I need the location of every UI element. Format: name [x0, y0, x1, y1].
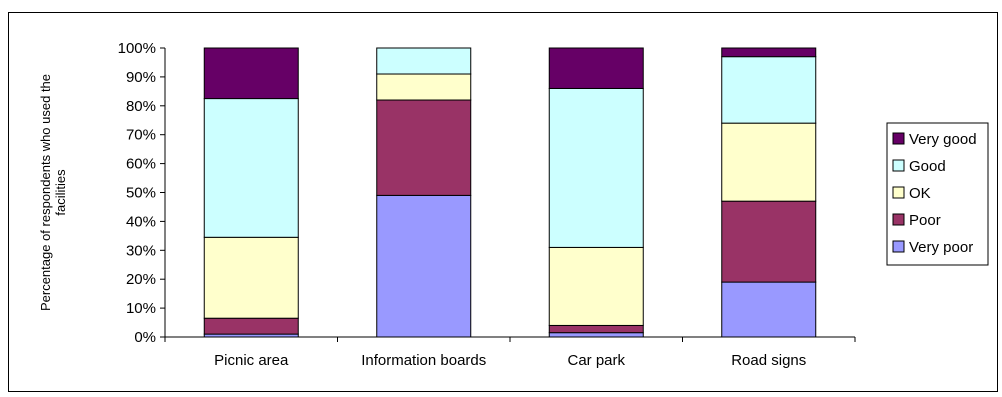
y-tick-label: 60%	[126, 156, 156, 173]
bar-segment-very-poor	[376, 194, 472, 338]
bar-segment-very-poor	[548, 332, 644, 338]
y-tick-label: 0%	[134, 329, 156, 346]
y-tick-label: 100%	[118, 40, 156, 57]
y-tick-label: 10%	[126, 300, 156, 317]
y-tick-label: 40%	[126, 213, 156, 230]
legend-label-good: Good	[909, 158, 946, 175]
legend-swatch-ok	[892, 186, 905, 199]
bar-segment-ok	[548, 246, 644, 326]
legend: Very good Good OK Poor Very poor	[886, 122, 989, 266]
y-tick-label: 90%	[126, 69, 156, 86]
y-axis-title-text: Percentage of respondents who used thefa…	[38, 74, 68, 311]
bar-segment-poor	[203, 317, 299, 335]
plot-area: 0% 10% 20% 30% 40% 50% 60% 70% 80% 90% 100% Picnic …	[118, 40, 856, 369]
legend-swatch-very-poor	[892, 240, 905, 253]
y-tick-label: 80%	[126, 98, 156, 115]
x-category-label: Information boards	[361, 352, 486, 369]
y-tick-label: 30%	[126, 242, 156, 259]
legend-swatch-very-good	[892, 132, 905, 145]
bar-segment-very-poor	[721, 281, 817, 338]
bar-segment-good	[548, 87, 644, 248]
bar-segment-good	[721, 56, 817, 124]
y-axis-title: Percentage of respondents who used thefa…	[38, 74, 68, 311]
bar-segment-ok	[203, 236, 299, 319]
x-category-label: Road signs	[731, 352, 806, 369]
chart-frame	[8, 12, 998, 392]
y-tick-label: 50%	[126, 185, 156, 202]
legend-label-very-poor: Very poor	[909, 239, 973, 256]
x-category-label: Car park	[567, 352, 625, 369]
bar-segment-very-good	[721, 47, 817, 58]
y-axis-title-line: facilities	[53, 169, 68, 216]
legend-swatch-poor	[892, 213, 905, 226]
bar-segment-ok	[721, 122, 817, 202]
bar-segment-good	[376, 47, 472, 75]
y-tick-label: 70%	[126, 127, 156, 144]
bar-segment-good	[203, 98, 299, 238]
bar-segment-poor	[721, 200, 817, 283]
bar-segment-poor	[376, 99, 472, 196]
bar-segment-very-good	[203, 47, 299, 100]
bar-segment-very-good	[548, 47, 644, 89]
legend-label-very-good: Very good	[909, 131, 977, 148]
y-tick-label: 20%	[126, 271, 156, 288]
bar-segment-poor	[548, 324, 644, 334]
legend-label-ok: OK	[909, 185, 931, 202]
legend-swatch-good	[892, 159, 905, 172]
bar-segment-ok	[376, 73, 472, 101]
y-axis-title-line: Percentage of respondents who used the	[38, 74, 53, 311]
legend-label-poor: Poor	[909, 212, 941, 229]
x-category-label: Picnic area	[214, 352, 289, 369]
